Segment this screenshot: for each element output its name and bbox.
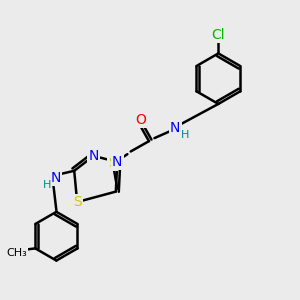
Text: N: N	[112, 155, 122, 169]
Text: CH₃: CH₃	[6, 248, 27, 258]
Text: N: N	[88, 149, 99, 163]
Text: N: N	[170, 121, 181, 135]
Text: S: S	[109, 156, 117, 170]
Text: H: H	[43, 180, 51, 190]
Text: H: H	[181, 130, 189, 140]
Text: O: O	[136, 113, 146, 127]
Text: N: N	[50, 171, 61, 185]
Text: Cl: Cl	[212, 28, 225, 42]
Text: S: S	[73, 195, 82, 209]
